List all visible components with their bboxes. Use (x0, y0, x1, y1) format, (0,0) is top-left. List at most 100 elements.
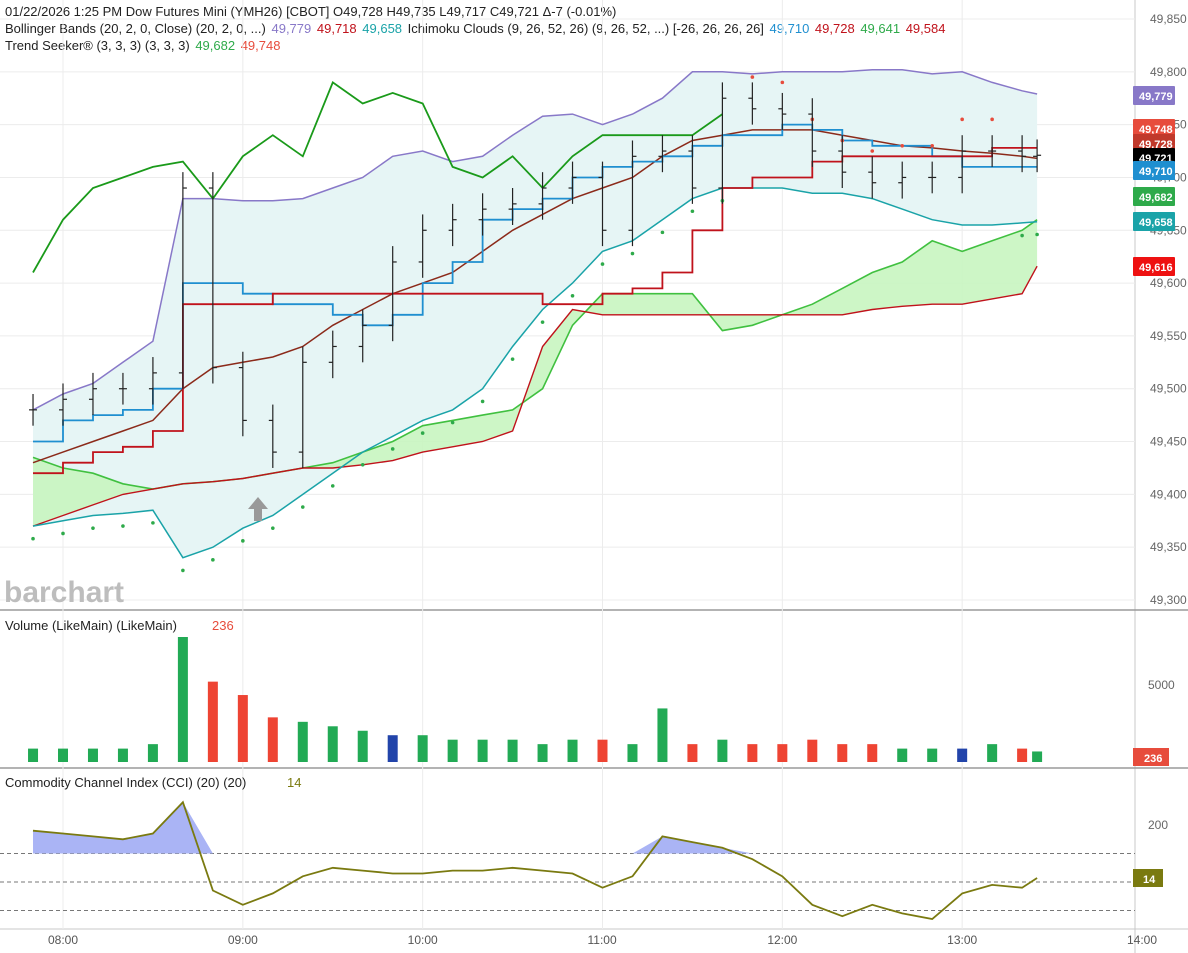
volume-bar (357, 730, 368, 762)
bb-lower-value: 49,658 (362, 21, 403, 36)
price-tick-label: 49,500 (1150, 382, 1187, 396)
volume-bar (507, 739, 518, 762)
psar-dot (390, 447, 395, 451)
psar-dot (1020, 233, 1024, 238)
price-badge (1133, 212, 1175, 231)
cci-badge-label: 14 (1143, 874, 1156, 886)
time-tick-label: 13:00 (947, 933, 977, 947)
cci-badge (1133, 869, 1163, 887)
psar-dot (211, 558, 215, 562)
psar-dot (330, 484, 335, 488)
volume-bar (327, 726, 338, 762)
volume-bar (957, 748, 968, 762)
ichimoku-legend-label: Ichimoku Clouds (9, 26, 52, 26) (9, 26, … (407, 21, 764, 36)
psar-dot (91, 526, 95, 530)
psar-dot (870, 149, 875, 153)
psar-dot (960, 117, 964, 122)
bb-legend-label: Bollinger Bands (20, 2, 0, Close) (20, 2… (5, 21, 266, 36)
psar-dot (121, 524, 125, 528)
volume-tick-label: 5000 (1148, 678, 1175, 692)
trend-seeker-line (32, 81, 723, 273)
volume-bar (267, 717, 278, 762)
price-tick-label: 49,800 (1150, 65, 1187, 79)
up-arrow-icon (248, 497, 268, 521)
volume-bar (747, 744, 758, 762)
psar-dot (780, 80, 785, 85)
ichimoku-v1: 49,710 (769, 21, 810, 36)
price-tick-label: 49,850 (1150, 12, 1187, 26)
psar-dot (540, 320, 545, 324)
price-badge (1133, 187, 1175, 206)
psar-dot (930, 143, 934, 148)
volume-bar (597, 739, 608, 762)
bollinger-lower-line (32, 187, 1038, 559)
volume-bar (28, 748, 39, 762)
psar-dot (420, 431, 425, 435)
ichimoku-v3: 49,641 (860, 21, 901, 36)
psar-dot (360, 462, 365, 467)
volume-bar (927, 748, 938, 762)
psar-dot (570, 293, 575, 298)
cci-value: 14 (287, 775, 301, 790)
volume-bar (447, 739, 458, 762)
volume-bar (477, 739, 488, 762)
volume-bar (297, 721, 308, 762)
ichimoku-v4: 49,584 (905, 21, 946, 36)
ichimoku-span-b-line (32, 265, 1038, 527)
bb-mid-value: 49,718 (316, 21, 357, 36)
volume-bar (1017, 748, 1028, 762)
time-tick-label: 11:00 (588, 933, 617, 947)
ts-v2: 49,748 (240, 38, 281, 53)
volume-bar (58, 748, 68, 762)
volume-bar (837, 744, 848, 762)
volume-bar (897, 748, 908, 762)
price-badge-label: 49,748 (1139, 124, 1173, 136)
volume-bar (657, 708, 668, 762)
volume-bar (987, 744, 998, 762)
volume-bar (807, 739, 818, 762)
ichimoku-cloud-fill (33, 219, 1038, 527)
price-badge (1133, 119, 1175, 138)
psar-dot (31, 536, 35, 541)
price-tick-label: 49,550 (1150, 329, 1187, 343)
psar-dot (750, 75, 755, 79)
volume-bar (717, 739, 728, 762)
cci-overbought-fill (33, 802, 1038, 854)
volume-value: 236 (212, 618, 234, 633)
volume-bar (207, 681, 218, 762)
price-tick-label: 49,450 (1150, 435, 1187, 449)
time-tick-label: 14:00 (1127, 933, 1157, 947)
psar-dot (660, 230, 665, 235)
psar-dot (181, 568, 185, 573)
volume-bar (867, 744, 878, 762)
psar-dot (151, 521, 155, 525)
time-tick-label: 08:00 (48, 933, 78, 947)
barchart-watermark: barchart (4, 576, 124, 609)
volume-bar (387, 735, 398, 762)
psar-dot (600, 262, 605, 266)
ichimoku-v2: 49,728 (814, 21, 855, 36)
price-tick-label: 49,400 (1150, 487, 1187, 501)
volume-bar (627, 744, 638, 762)
price-badge-label: 49,658 (1139, 217, 1173, 229)
volume-bar (537, 744, 548, 762)
volume-bar (777, 744, 788, 762)
bollinger-band-fill (33, 69, 1038, 558)
bollinger-upper-line (32, 68, 1038, 411)
volume-bar (177, 637, 188, 762)
psar-dot (510, 357, 515, 361)
price-badge (1133, 161, 1175, 180)
volume-badge (1133, 748, 1169, 766)
psar-dot (990, 117, 994, 122)
price-badge (1133, 86, 1175, 105)
cci-label: Commodity Channel Index (CCI) (20) (20) (5, 775, 246, 790)
time-tick-label: 10:00 (408, 933, 438, 947)
ts-v1: 49,682 (195, 38, 236, 53)
cci-line (32, 800, 1038, 920)
volume-bar (417, 735, 428, 762)
price-tick-label: 49,300 (1150, 593, 1187, 607)
price-badge-label: 49,616 (1139, 262, 1173, 274)
psar-dot (271, 526, 275, 530)
volume-bar (147, 744, 158, 762)
